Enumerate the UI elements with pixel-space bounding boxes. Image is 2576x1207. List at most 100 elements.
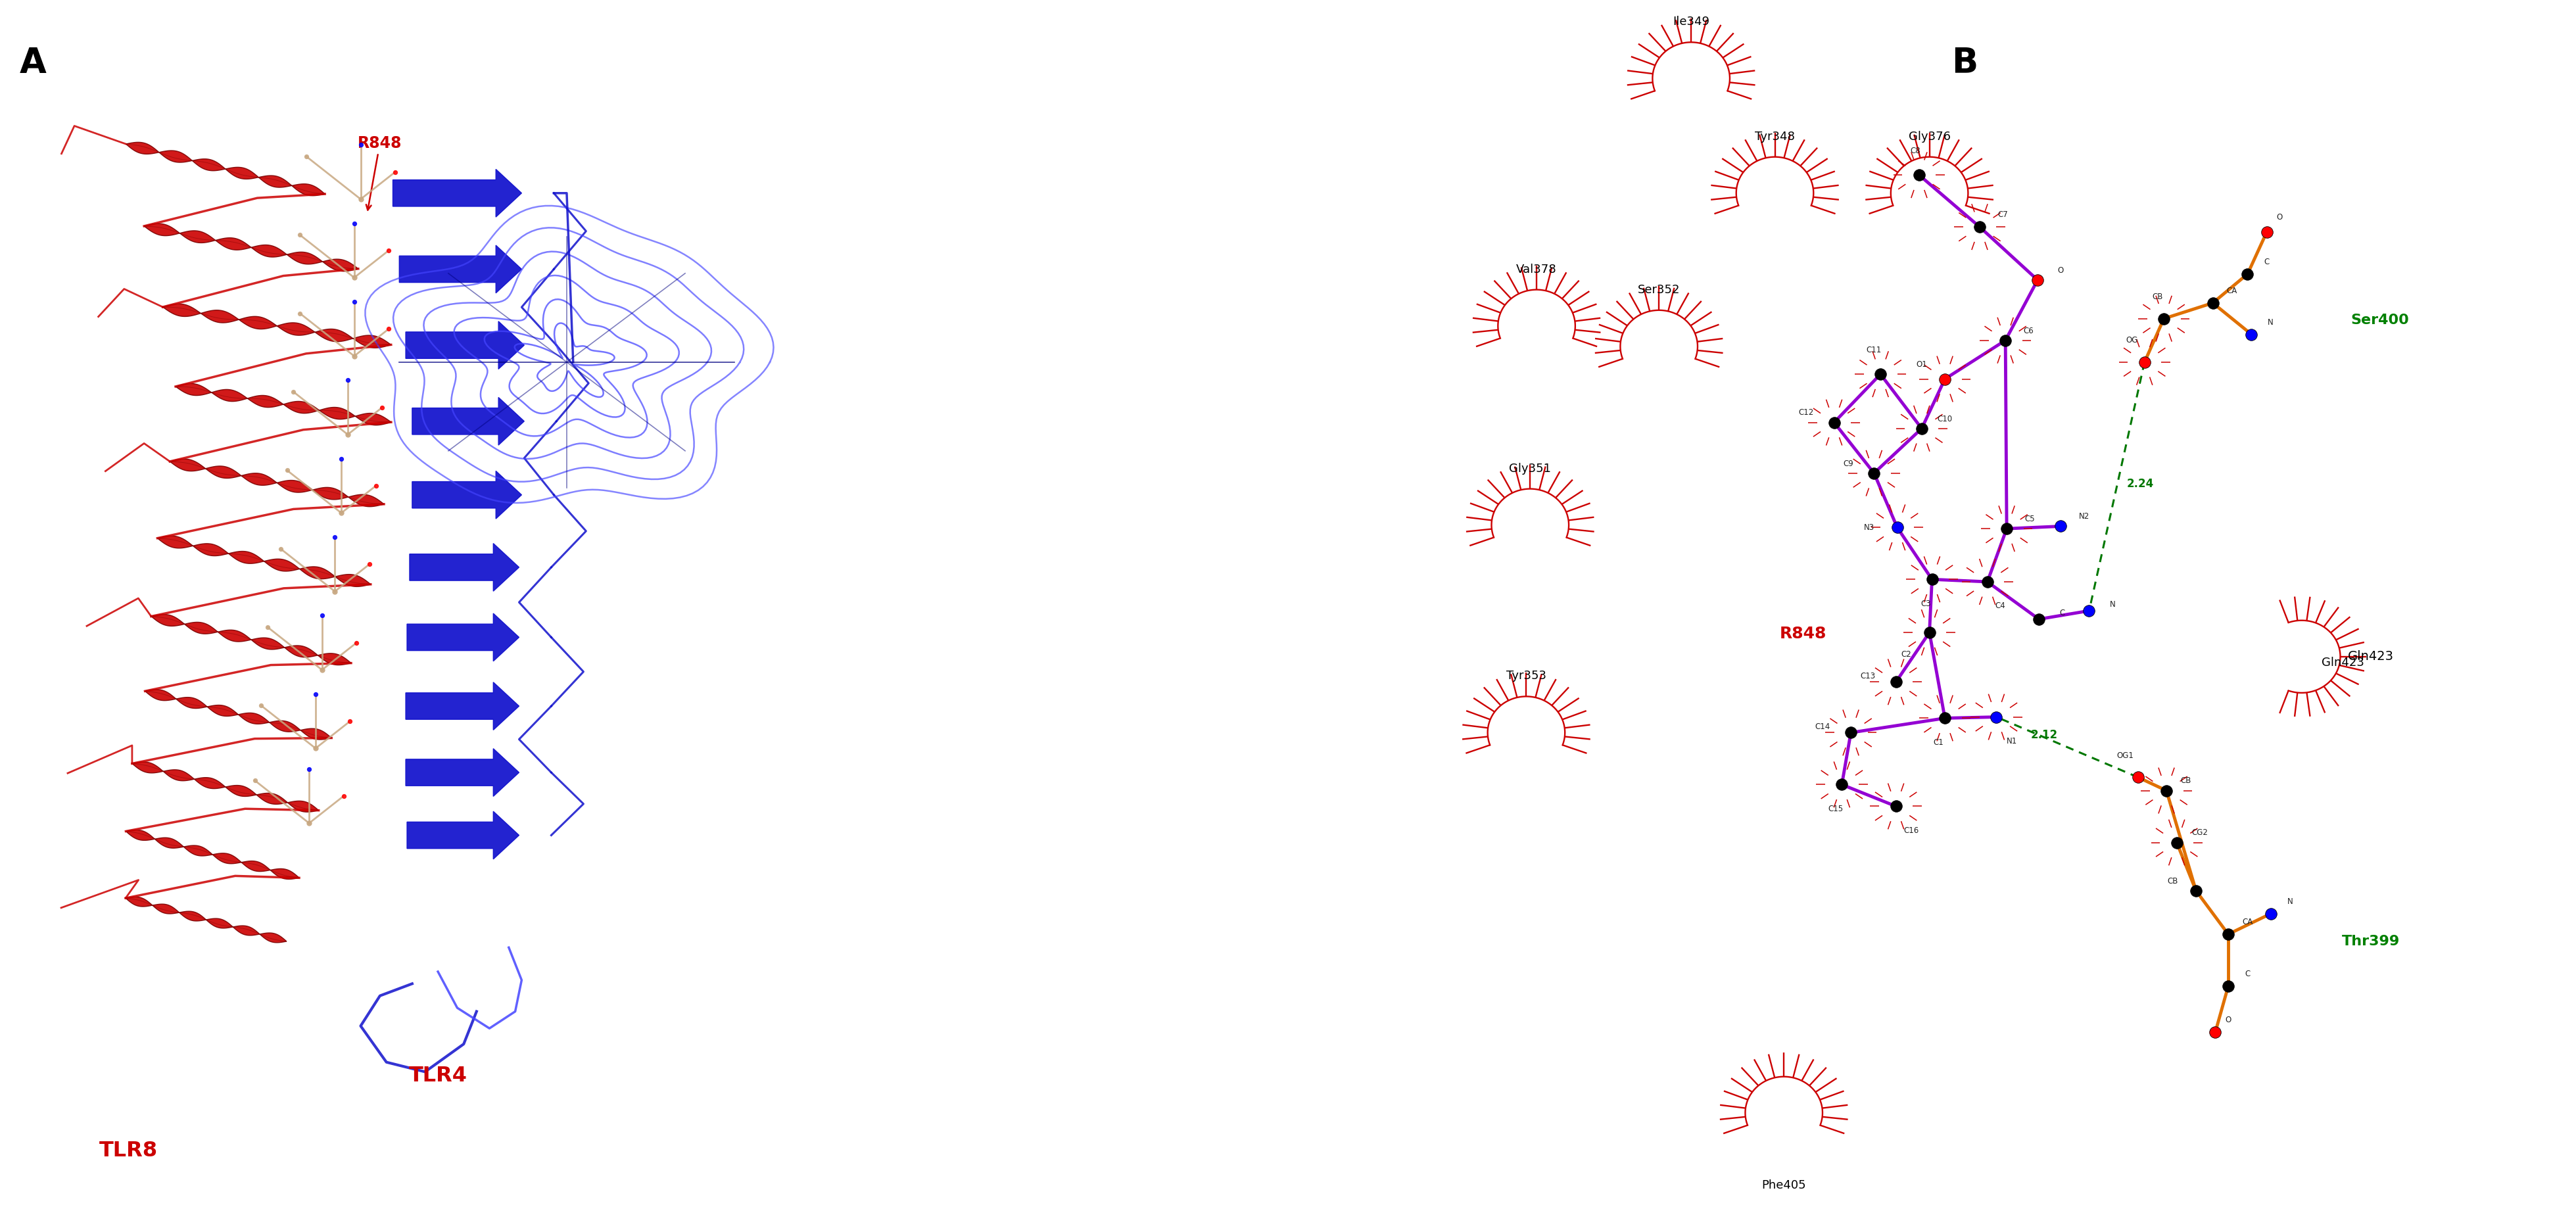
Text: C7: C7 <box>1996 210 2009 220</box>
Text: C8: C8 <box>1911 146 1919 156</box>
Text: B: B <box>1953 46 1978 80</box>
FancyArrow shape <box>407 321 526 369</box>
Text: C12: C12 <box>1798 408 1814 418</box>
Point <box>2123 352 2164 372</box>
Text: N2: N2 <box>2079 512 2089 521</box>
Polygon shape <box>162 304 392 348</box>
Text: 2.12: 2.12 <box>2030 729 2058 741</box>
Text: Gln423: Gln423 <box>2321 657 2365 669</box>
Point <box>1875 672 1917 692</box>
Point <box>294 684 335 704</box>
Point <box>2226 264 2269 284</box>
Text: N: N <box>2267 317 2275 327</box>
Text: C11: C11 <box>1868 345 1880 355</box>
Text: C5: C5 <box>2025 514 2035 524</box>
Text: Val378: Val378 <box>1517 263 1556 275</box>
Text: Thr399: Thr399 <box>2342 935 2401 947</box>
Point <box>1875 797 1917 816</box>
FancyArrow shape <box>394 169 523 217</box>
Text: CB: CB <box>2166 876 2179 886</box>
Point <box>1986 331 2027 350</box>
Point <box>247 618 289 637</box>
Text: N: N <box>2287 897 2293 906</box>
Text: C16: C16 <box>1904 826 1919 835</box>
Point <box>234 771 276 791</box>
Text: C15: C15 <box>1829 804 1842 814</box>
Point <box>327 425 368 444</box>
Polygon shape <box>152 614 350 665</box>
Text: Gln423: Gln423 <box>2349 651 2393 663</box>
Point <box>368 320 410 339</box>
Point <box>2143 309 2184 328</box>
Text: CG2: CG2 <box>2192 828 2208 838</box>
Point <box>1924 709 1965 728</box>
Point <box>289 759 330 779</box>
Text: A: A <box>21 46 46 80</box>
Text: TLR4: TLR4 <box>410 1066 466 1086</box>
FancyArrow shape <box>410 543 520 591</box>
Text: CA: CA <box>2226 286 2239 296</box>
Text: C2: C2 <box>1901 649 1911 659</box>
Text: C: C <box>2244 969 2251 979</box>
Text: O1: O1 <box>1917 360 1927 369</box>
Point <box>335 292 376 311</box>
Point <box>2146 781 2187 800</box>
Point <box>2195 1022 2236 1042</box>
Point <box>240 696 281 716</box>
Point <box>1986 519 2027 538</box>
Point <box>2208 925 2249 944</box>
Text: OG1: OG1 <box>2117 751 2133 760</box>
Point <box>335 214 376 233</box>
Point <box>335 346 376 366</box>
Point <box>340 189 381 209</box>
Point <box>368 241 410 261</box>
Text: Ile349: Ile349 <box>1672 16 1710 28</box>
Point <box>1899 165 1940 185</box>
Point <box>1814 413 1855 432</box>
Text: N3: N3 <box>1862 523 1875 532</box>
Polygon shape <box>126 830 299 879</box>
Text: Tyr353: Tyr353 <box>1507 670 1546 682</box>
Text: C4: C4 <box>1994 601 2007 611</box>
Point <box>340 135 381 154</box>
Point <box>2017 270 2058 290</box>
FancyArrow shape <box>407 613 520 661</box>
Point <box>2208 976 2249 996</box>
Point <box>361 398 402 418</box>
Point <box>1960 217 2002 237</box>
Text: N: N <box>2110 600 2115 610</box>
Point <box>2156 833 2197 852</box>
Text: C3: C3 <box>1922 599 1929 608</box>
Text: TLR8: TLR8 <box>100 1141 157 1161</box>
Point <box>301 660 343 680</box>
Polygon shape <box>170 459 384 507</box>
Text: CB: CB <box>2151 292 2164 302</box>
Text: N1: N1 <box>2007 736 2017 746</box>
Point <box>374 163 415 182</box>
Text: C10: C10 <box>1937 414 1953 424</box>
Point <box>335 634 376 653</box>
Polygon shape <box>126 142 325 196</box>
Point <box>1901 419 1942 438</box>
Point <box>330 712 371 731</box>
Text: Phe405: Phe405 <box>1762 1179 1806 1191</box>
Text: R848: R848 <box>1780 625 1826 642</box>
Point <box>301 606 343 625</box>
Point <box>314 582 355 601</box>
FancyArrow shape <box>412 471 523 519</box>
Point <box>1860 365 1901 384</box>
Text: C14: C14 <box>1816 722 1829 731</box>
Text: O: O <box>2058 266 2063 275</box>
Text: C: C <box>2058 608 2066 618</box>
FancyArrow shape <box>407 748 520 797</box>
Point <box>2069 601 2110 620</box>
Point <box>348 555 389 575</box>
Point <box>327 371 368 390</box>
Point <box>319 449 361 468</box>
Point <box>1911 570 1953 589</box>
Text: O: O <box>2277 212 2282 222</box>
Point <box>2177 881 2218 900</box>
Point <box>2020 610 2061 629</box>
Point <box>322 787 363 806</box>
Text: Gly376: Gly376 <box>1909 130 1950 142</box>
